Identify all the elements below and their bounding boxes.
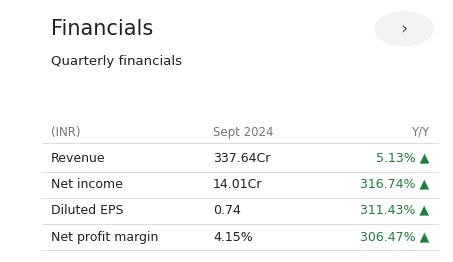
Text: 306.47% ▲: 306.47% ▲ (360, 231, 429, 244)
Text: Sept 2024: Sept 2024 (213, 126, 274, 139)
Text: Quarterly financials: Quarterly financials (51, 54, 182, 68)
Text: Financials: Financials (51, 19, 153, 39)
Text: 311.43% ▲: 311.43% ▲ (360, 204, 429, 217)
Text: ›: › (401, 20, 408, 38)
Text: 337.64Cr: 337.64Cr (213, 152, 270, 165)
Text: Net income: Net income (51, 178, 123, 191)
Text: 14.01Cr: 14.01Cr (213, 178, 262, 191)
Text: (INR): (INR) (51, 126, 81, 139)
Text: Net profit margin: Net profit margin (51, 231, 158, 244)
Text: Diluted EPS: Diluted EPS (51, 204, 123, 217)
Text: 5.13% ▲: 5.13% ▲ (376, 152, 429, 165)
Circle shape (375, 12, 434, 45)
Text: 316.74% ▲: 316.74% ▲ (360, 178, 429, 191)
Text: 4.15%: 4.15% (213, 231, 253, 244)
Text: Revenue: Revenue (51, 152, 106, 165)
Text: 0.74: 0.74 (213, 204, 241, 217)
Text: Y/Y: Y/Y (411, 126, 429, 139)
